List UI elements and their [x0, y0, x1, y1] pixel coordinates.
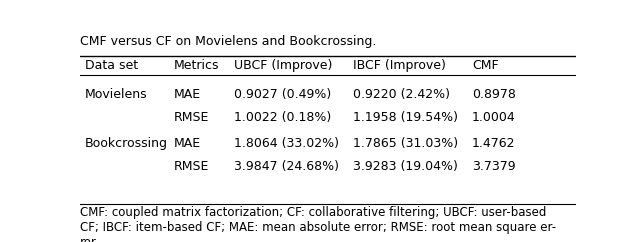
Text: UBCF (Improve): UBCF (Improve): [234, 59, 332, 72]
Text: 1.8064 (33.02%): 1.8064 (33.02%): [234, 137, 339, 150]
Text: RMSE: RMSE: [174, 111, 210, 124]
Text: CMF: coupled matrix factorization; CF: collaborative filtering; UBCF: user-based: CMF: coupled matrix factorization; CF: c…: [80, 206, 556, 242]
Text: Metrics: Metrics: [174, 59, 220, 72]
Text: 1.0004: 1.0004: [472, 111, 516, 124]
Text: CMF: CMF: [472, 59, 499, 72]
Text: Movielens: Movielens: [85, 88, 148, 101]
Text: MAE: MAE: [174, 88, 202, 101]
Text: 1.4762: 1.4762: [472, 137, 515, 150]
Text: 3.9283 (19.04%): 3.9283 (19.04%): [353, 160, 458, 174]
Text: MAE: MAE: [174, 137, 202, 150]
Text: 0.9220 (2.42%): 0.9220 (2.42%): [353, 88, 450, 101]
Text: 3.9847 (24.68%): 3.9847 (24.68%): [234, 160, 339, 174]
Text: 0.8978: 0.8978: [472, 88, 516, 101]
Text: 3.7379: 3.7379: [472, 160, 515, 174]
Text: CMF versus CF on Movielens and Bookcrossing.: CMF versus CF on Movielens and Bookcross…: [80, 35, 376, 48]
Text: 1.7865 (31.03%): 1.7865 (31.03%): [353, 137, 458, 150]
Text: 1.1958 (19.54%): 1.1958 (19.54%): [353, 111, 458, 124]
Text: IBCF (Improve): IBCF (Improve): [353, 59, 445, 72]
Text: Data set: Data set: [85, 59, 138, 72]
Text: 0.9027 (0.49%): 0.9027 (0.49%): [234, 88, 331, 101]
Text: 1.0022 (0.18%): 1.0022 (0.18%): [234, 111, 331, 124]
Text: Bookcrossing: Bookcrossing: [85, 137, 168, 150]
Text: RMSE: RMSE: [174, 160, 210, 174]
